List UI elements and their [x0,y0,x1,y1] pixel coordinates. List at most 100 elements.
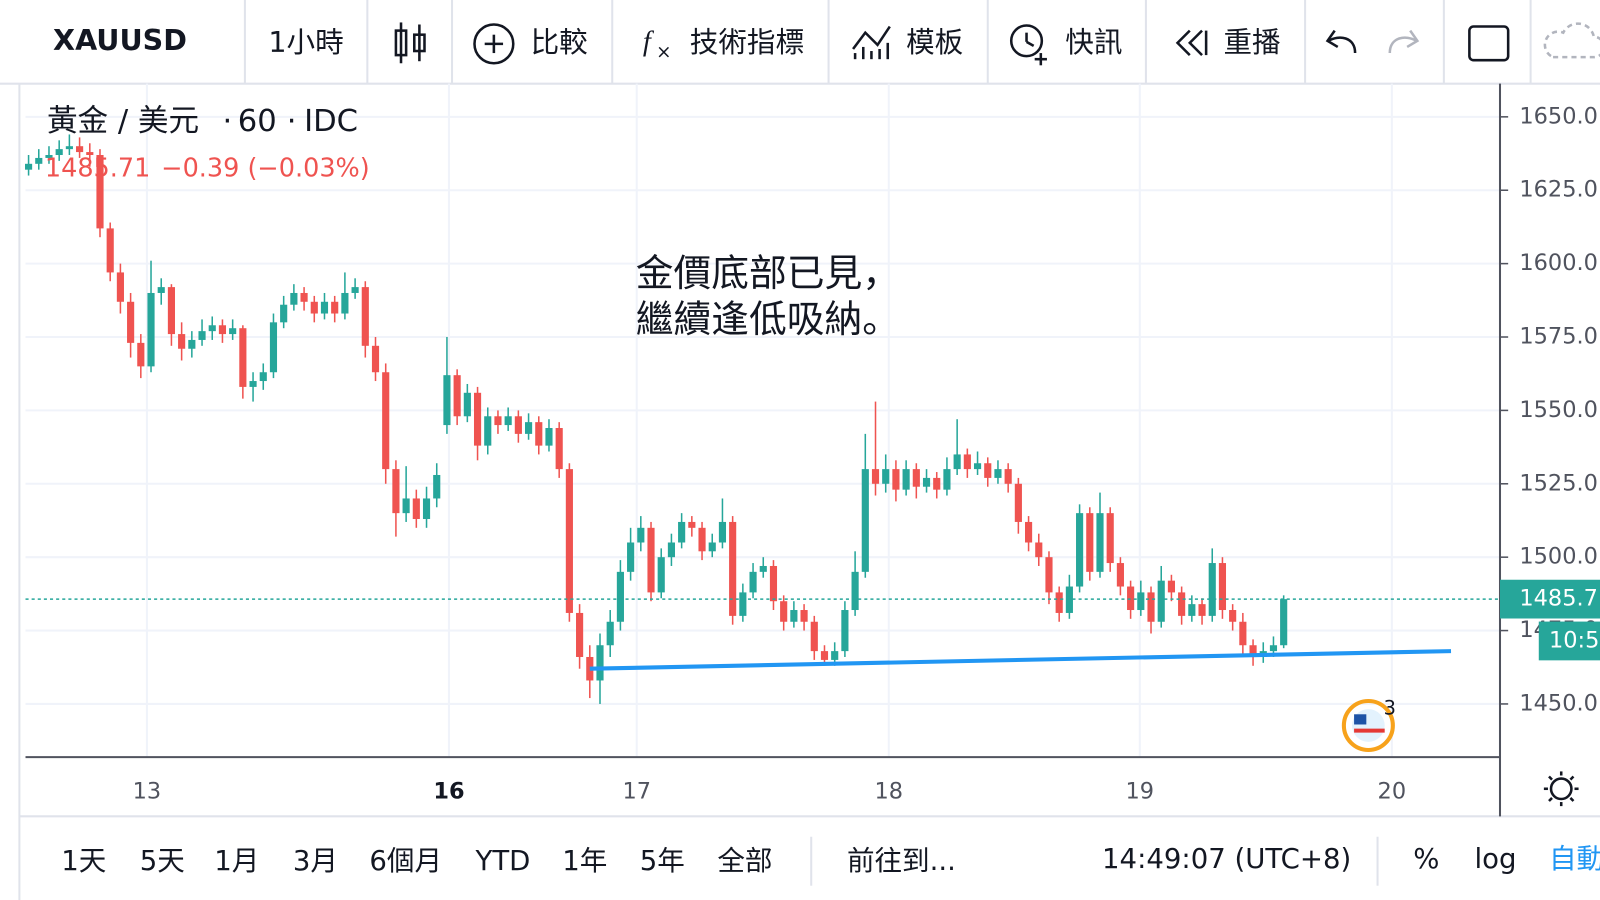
candle-body [545,428,553,446]
settings-icon[interactable] [1543,771,1579,807]
toolbar-button[interactable]: 模板 [906,25,963,59]
scale-option[interactable]: 自動 [1549,843,1600,875]
y-tick-label: 1525.0 [1519,470,1598,496]
candle-body [55,149,63,156]
candle-body [1045,557,1053,593]
candle-body [229,328,237,335]
candle-body [698,527,706,552]
candle-body [392,469,400,514]
fullscreen-icon[interactable] [1468,25,1510,62]
legend-interval: 60 [238,104,277,139]
range-button[interactable]: 3月 [293,845,338,877]
template-icon [852,25,891,60]
last-price-badge [1500,579,1600,619]
candle-body [800,610,808,622]
candle-body [902,469,910,490]
interval-button[interactable]: 1小時 [268,25,343,59]
candle-body [1229,610,1237,622]
scale-option[interactable]: % [1413,843,1439,875]
range-button[interactable]: 1月 [214,845,259,877]
alert-icon [1009,24,1047,66]
y-tick-label: 1600.0 [1519,250,1598,276]
candle-body [759,565,767,572]
candle-body [116,272,124,302]
candle-body [25,163,33,170]
candle-body [657,557,665,593]
redo-icon[interactable] [1388,29,1420,54]
candle-body [167,287,175,335]
range-button[interactable]: 6個月 [369,845,442,877]
candle-body [688,521,696,528]
legend-dot: · [222,104,232,139]
candle-body [35,157,43,164]
candle-body [984,463,992,478]
candle-body [943,469,951,490]
range-button[interactable]: YTD [475,845,531,877]
range-button[interactable]: 5年 [640,845,685,877]
candle-body [371,345,380,373]
candle-body [1249,645,1257,657]
y-tick-label: 1625.0 [1519,177,1598,203]
candle-body [1147,592,1155,622]
badge-count: 3 [1384,697,1396,720]
candle-body [810,621,818,652]
candle-body [1167,580,1175,593]
event-badge[interactable]: 3 [1341,697,1396,753]
candle-body [892,469,900,490]
candle-body [882,469,890,484]
candle-body [320,301,329,314]
candle-body [1127,586,1135,611]
compare-icon [473,23,515,65]
candle-body [749,571,757,593]
candle-body [678,521,686,543]
range-button[interactable]: 全部 [717,845,772,877]
candle-body [147,292,155,367]
range-button[interactable]: 5天 [140,845,185,877]
candle-body [953,454,961,470]
badge-ring [1341,698,1395,753]
candle-body [208,325,216,332]
x-tick-label: 19 [1126,778,1155,804]
candle-body [1280,599,1288,646]
x-tick-label: 17 [622,778,651,804]
range-button[interactable]: 1年 [562,845,607,877]
candle-body [422,498,431,520]
badge-flag-canton [1354,714,1367,725]
countdown-label: 10:5 [1549,627,1599,653]
toolbar-button[interactable]: 比較 [531,25,588,59]
x-tick-label: 16 [433,778,464,804]
scale-option[interactable]: log [1474,843,1516,875]
candle-body [831,651,839,660]
toolbar-button[interactable]: 技術指標 [690,25,804,59]
candle-body [1178,592,1186,616]
candle-body [1239,621,1247,646]
range-button[interactable]: 1天 [61,845,106,877]
x-tick-label: 18 [874,778,903,804]
y-tick-label: 1450.0 [1519,690,1598,716]
candle-body [973,463,982,470]
undo-icon[interactable] [1325,29,1357,54]
candle-body [963,454,971,470]
candle-body [1137,592,1145,611]
candle-body [1096,513,1104,572]
legend-source: IDC [304,104,358,139]
symbol[interactable]: XAUUSD [53,23,187,57]
candle-body [188,339,196,349]
candle-body [922,477,931,487]
legend-dot: · [287,104,297,139]
chart-type-icon[interactable] [394,22,426,64]
toolbar-button[interactable]: 重播 [1223,25,1280,59]
candle-body [259,372,267,382]
goto-button[interactable]: 前往到... [847,845,956,877]
candle-body [484,416,492,446]
candle-body [871,469,880,484]
replay-icon [1175,29,1208,57]
toolbar-button[interactable]: 快訊 [1065,25,1122,59]
x-tick-label: 13 [133,778,162,804]
y-tick-label: 1575.0 [1519,324,1598,350]
candle-body [1208,563,1216,616]
candle-body [96,155,104,229]
candle-body [1188,604,1196,616]
